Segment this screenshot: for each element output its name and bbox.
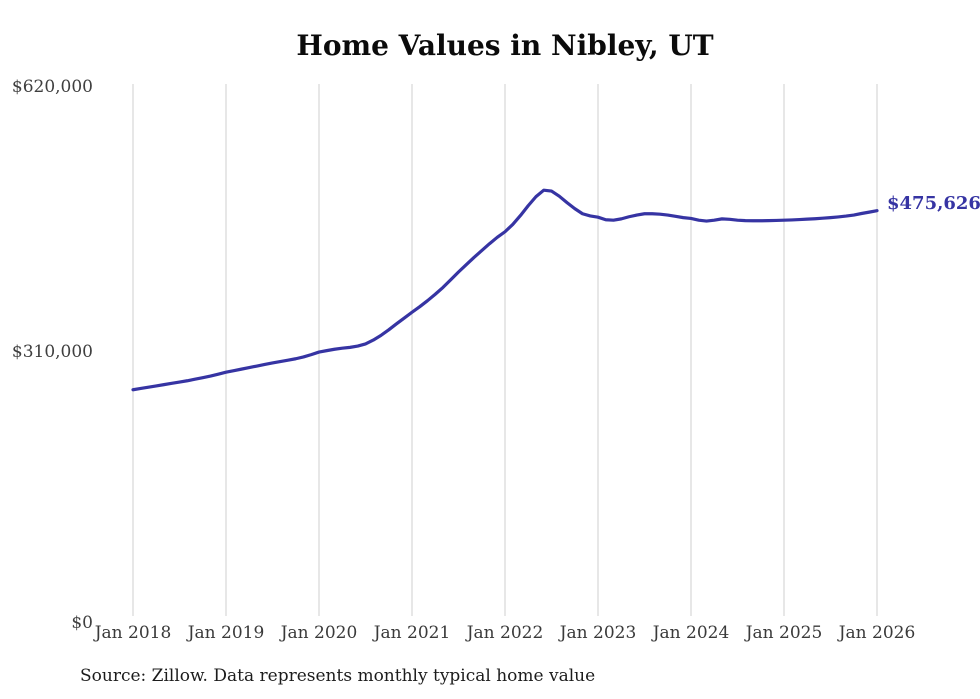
x-axis-label-jan-2026: Jan 2026 xyxy=(838,623,916,643)
x-axis-label-jan-2020: Jan 2020 xyxy=(280,623,358,643)
x-axis-label-jan-2018: Jan 2018 xyxy=(94,623,172,643)
x-axis-label-jan-2022: Jan 2022 xyxy=(466,623,544,643)
x-axis-label-jan-2021: Jan 2021 xyxy=(373,623,451,643)
x-axis-label-jan-2024: Jan 2024 xyxy=(652,623,730,643)
x-axis-label-jan-2023: Jan 2023 xyxy=(559,623,637,643)
home-value-line xyxy=(131,188,879,392)
y-axis-label-310000: $310,000 xyxy=(11,342,93,362)
gridlines xyxy=(132,84,878,616)
x-axis-label-jan-2025: Jan 2025 xyxy=(745,623,823,643)
chart-title: Home Values in Nibley, UT xyxy=(296,29,714,62)
x-axis-label-jan-2019: Jan 2019 xyxy=(187,623,265,643)
y-axis-label-0: $0 xyxy=(71,613,93,633)
y-axis-label-620000: $620,000 xyxy=(11,77,93,97)
current-value-label: $475,626 xyxy=(887,193,980,214)
source-note: Source: Zillow. Data represents monthly … xyxy=(80,666,596,686)
